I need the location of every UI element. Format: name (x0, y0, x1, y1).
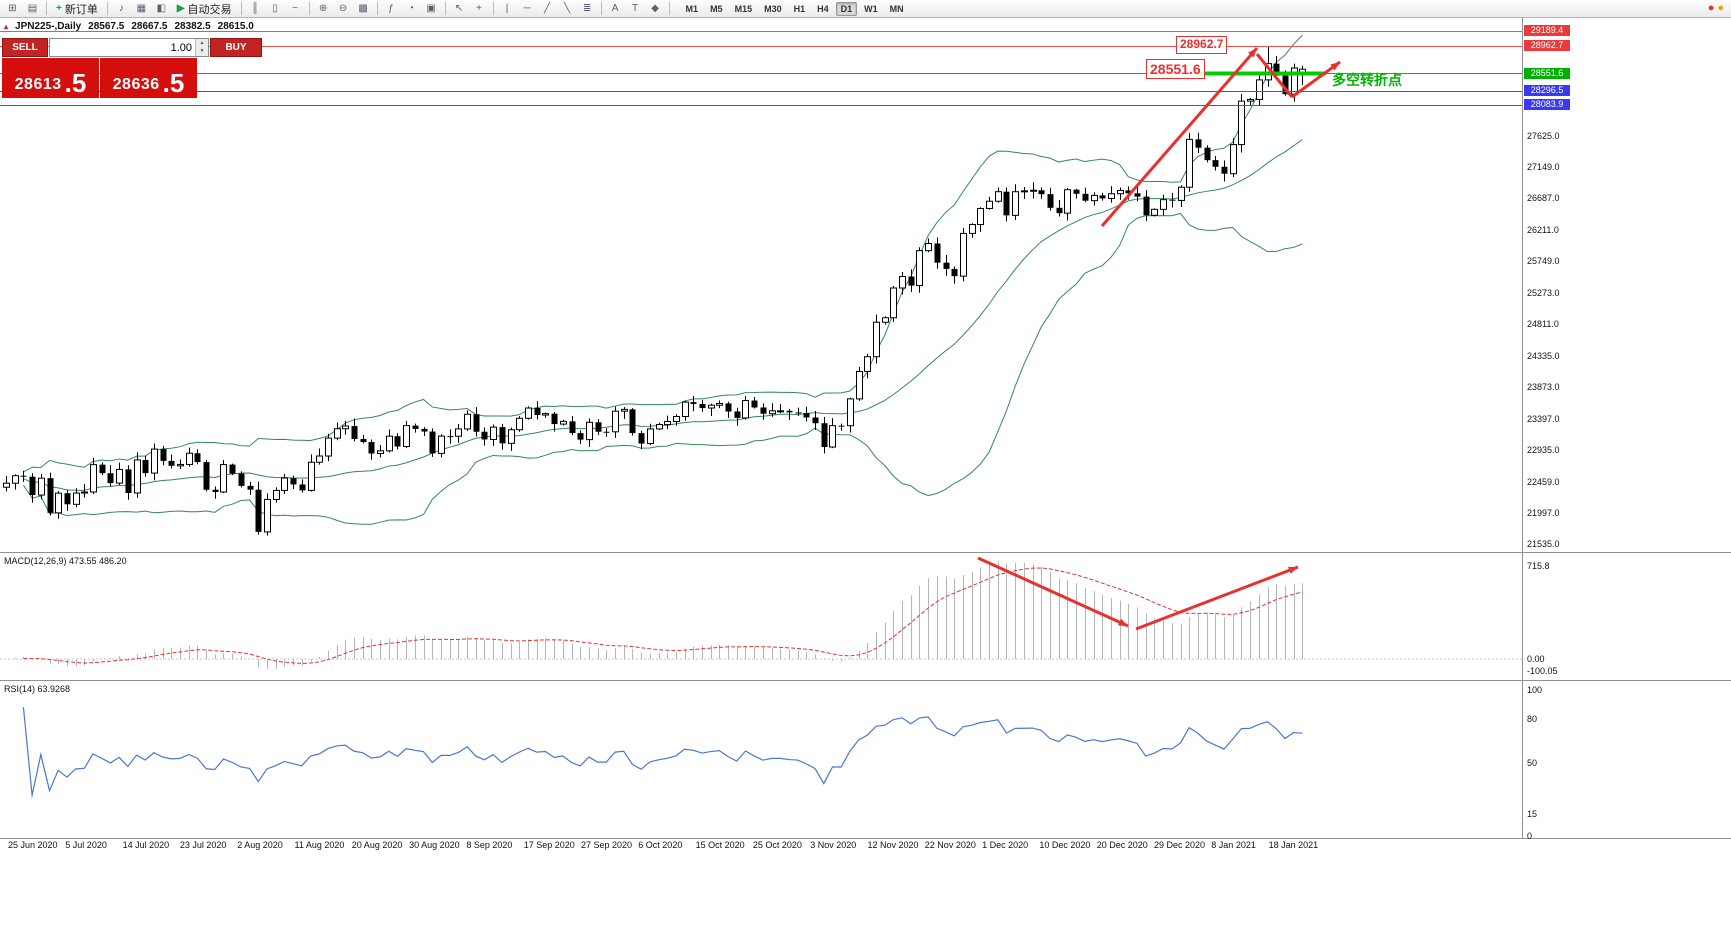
label-icon[interactable]: T (631, 3, 639, 14)
candle-chart-type-icon[interactable]: ▯ (272, 3, 278, 14)
buy-price-pips: .5 (162, 68, 185, 98)
sell-price-pips: .5 (64, 68, 87, 98)
timeframe-switcher: M1 M5 M15 M30 H1 H4 D1 W1 MN (680, 1, 910, 16)
auto-trading-icon: ▶ (176, 3, 185, 14)
vertical-line-icon[interactable]: | (505, 3, 509, 14)
shapes-icon[interactable]: ◆ (651, 3, 659, 14)
auto-trading-button[interactable]: ▶ 自动交易 (172, 1, 237, 16)
timeframe-button-m5[interactable]: M5 (710, 3, 723, 14)
new-order-button-label: 新订单 (64, 3, 98, 16)
support-price-label[interactable]: 28551.6 (1146, 59, 1205, 80)
volume-up-button[interactable]: ▲ (196, 39, 208, 48)
new-order-button[interactable]: + 新订单 (51, 1, 103, 16)
indicators-icon[interactable]: ƒ (388, 3, 394, 14)
main-toolbar: ⊞ ▤ + 新订单 ♪ ▦ ◧ ▶ 自动交易 ║ ▯ ~ ⊕ ⊖ ▩ ƒ ◔ ▣ ↖ + | ─ ╱ ╲ ≣ A T ◆ M1 M5 M15… (0, 0, 1731, 18)
connection-status-icons: ● ● (1708, 1, 1728, 16)
timeframe-button-w1[interactable]: W1 (864, 3, 878, 14)
chart-ohlc-header: ▴ JPN225-,Daily 28567.5 28667.5 28382.5 … (4, 21, 254, 32)
cursor-icon[interactable]: ↖ (454, 3, 464, 14)
sound-icon[interactable]: ♪ (118, 3, 124, 14)
macd-indicator-label: MACD(12,26,9) 473.55 486.20 (4, 556, 127, 566)
text-icon[interactable]: A (611, 3, 619, 14)
new-chart-icon[interactable]: ⊞ (8, 3, 17, 14)
resistance-price-label[interactable]: 28962.7 (1176, 36, 1228, 54)
tile-windows-icon[interactable]: ▩ (358, 3, 368, 14)
alert-status-icon[interactable]: ● (1707, 2, 1715, 14)
ohlc-close: 28615.0 (217, 21, 254, 32)
timeframe-button-m15[interactable]: M15 (734, 3, 753, 14)
horizontal-line-icon[interactable]: ─ (523, 3, 531, 14)
timeframe-button-mn[interactable]: MN (889, 3, 904, 14)
buy-price-display[interactable]: 28636 .5 (100, 58, 197, 98)
news-status-icon[interactable]: ● (1717, 2, 1724, 14)
periods-icon[interactable]: ◔ (408, 3, 415, 14)
rsi-indicator-label: RSI(14) 63.9268 (4, 684, 71, 694)
volume-field: ▲ ▼ (49, 38, 209, 57)
volume-down-button[interactable]: ▼ (196, 47, 208, 56)
toolbar-separator (308, 2, 310, 15)
channel-icon[interactable]: ╲ (564, 3, 571, 14)
toolbar-separator (668, 2, 670, 15)
bar-chart-type-icon[interactable]: ║ (251, 3, 259, 14)
volume-input[interactable] (50, 39, 195, 56)
templates-icon[interactable]: ▣ (426, 3, 436, 14)
trendline-icon[interactable]: ╱ (544, 3, 551, 14)
zoom-out-icon[interactable]: ⊖ (338, 3, 348, 14)
toolbar-separator (492, 2, 494, 15)
toolbar-separator (240, 2, 242, 15)
line-chart-type-icon[interactable]: ~ (292, 3, 298, 14)
zoom-in-icon[interactable]: ⊕ (318, 3, 328, 14)
timeframe-button-h4[interactable]: H4 (817, 3, 829, 14)
buy-button[interactable]: BUY (210, 38, 262, 57)
buy-price-main: 28636 (112, 76, 160, 93)
one-click-trading-panel: SELL ▲ ▼ BUY 28613 .5 28636 .5 (2, 38, 262, 98)
toolbar-separator (46, 2, 47, 15)
sell-price-display[interactable]: 28613 .5 (2, 58, 99, 98)
auto-trading-button-label: 自动交易 (187, 3, 232, 16)
sell-price-main: 28613 (14, 76, 62, 93)
ohlc-high: 28667.5 (131, 21, 168, 32)
turning-point-label[interactable]: 多空转折点 (1332, 72, 1402, 88)
new-order-icon: + (56, 3, 62, 14)
timeframe-button-m30[interactable]: M30 (764, 3, 782, 14)
timeframe-button-d1[interactable]: D1 (835, 1, 858, 16)
toolbar-separator (600, 2, 602, 15)
toolbar-separator (444, 2, 446, 15)
fibonacci-icon[interactable]: ≣ (582, 3, 592, 14)
symbol-marker-icon: ▴ (4, 22, 9, 31)
timeframe-button-h1[interactable]: H1 (793, 3, 806, 14)
ohlc-low: 28382.5 (174, 21, 211, 32)
sell-button[interactable]: SELL (2, 38, 48, 57)
crosshair-icon[interactable]: + (476, 3, 482, 14)
navigator-icon[interactable]: ◧ (156, 3, 167, 14)
toolbar-separator (376, 2, 378, 15)
toolbar-separator (106, 2, 108, 15)
symbol-period-label: JPN225-,Daily (15, 21, 82, 32)
timeframe-button-m1[interactable]: M1 (685, 3, 699, 14)
volume-spinner: ▲ ▼ (195, 39, 208, 56)
profiles-icon[interactable]: ▤ (27, 3, 38, 14)
ohlc-open: 28567.5 (88, 21, 125, 32)
market-watch-icon[interactable]: ▦ (136, 3, 147, 14)
